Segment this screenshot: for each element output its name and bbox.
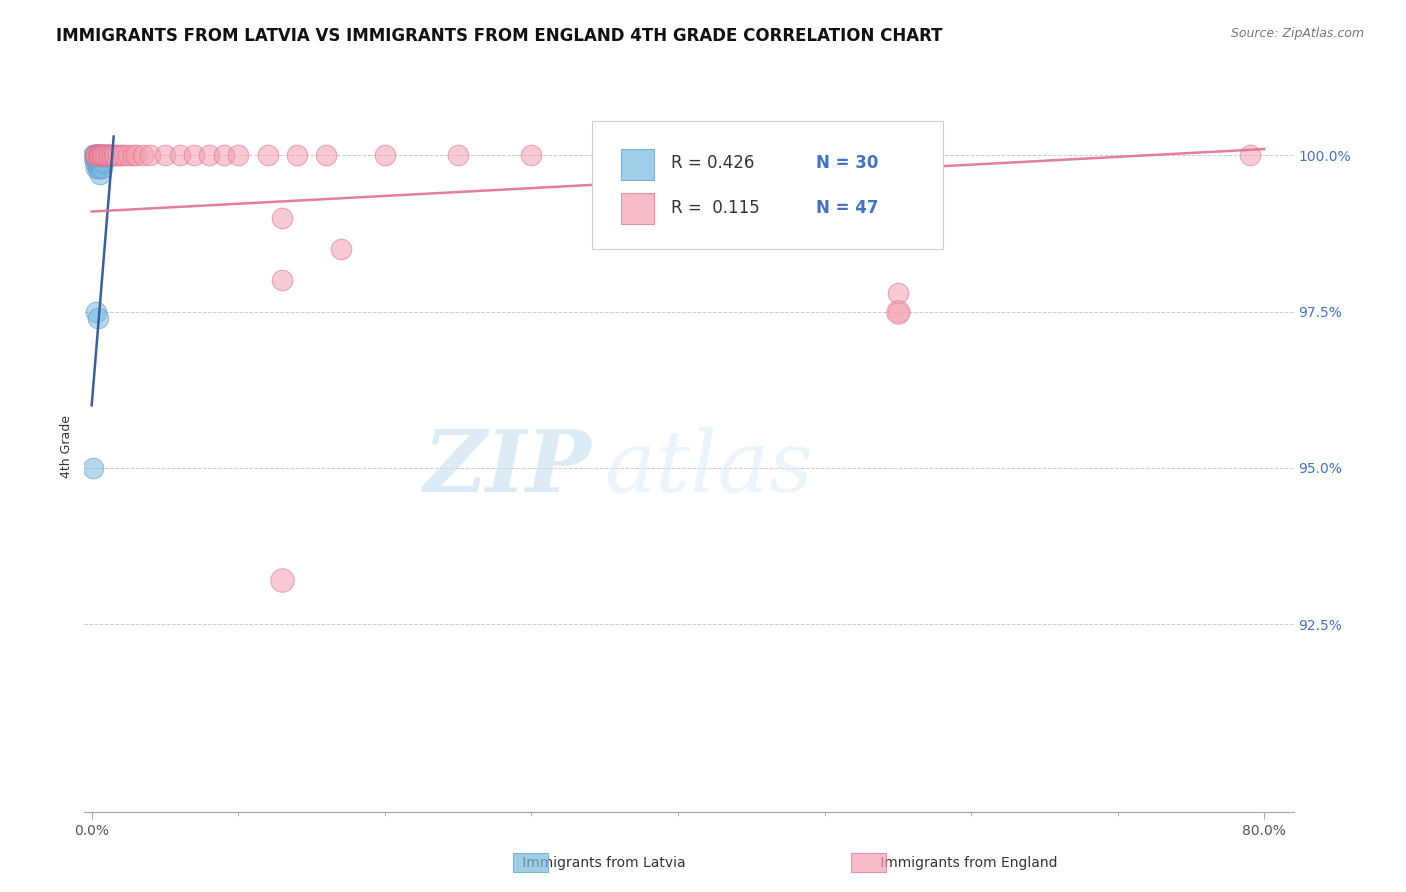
Point [87,148,110,162]
Point [107,148,129,162]
Point [89,148,111,162]
Point [84,154,107,169]
Point [226,148,249,162]
Point [89,148,111,162]
Point [256,148,278,162]
Point [447,148,470,162]
Point [887,285,910,300]
Point [169,148,191,162]
Point [87,161,110,175]
Point [96,148,118,162]
Point [183,148,205,162]
Text: R =  0.115: R = 0.115 [671,199,759,218]
Point [271,574,294,588]
Y-axis label: 4th Grade: 4th Grade [59,415,73,477]
Point [93,154,115,169]
Point [83,154,105,169]
Point [94,148,117,162]
Point [93,148,115,162]
Text: IMMIGRANTS FROM LATVIA VS IMMIGRANTS FROM ENGLAND 4TH GRADE CORRELATION CHART: IMMIGRANTS FROM LATVIA VS IMMIGRANTS FRO… [56,27,943,45]
Point [91,148,114,162]
Point [132,148,155,162]
Point [86,148,108,162]
Point [198,148,221,162]
Point [887,304,910,318]
Point [84,148,107,162]
Point [100,148,122,162]
Point [110,148,132,162]
Point [93,148,115,162]
Point [101,148,124,162]
Point [86,148,108,162]
Text: N = 30: N = 30 [815,154,879,172]
Point [97,148,120,162]
Point [329,242,352,256]
Point [93,148,115,162]
Point [87,154,110,169]
Point [104,148,127,162]
Point [1239,148,1261,162]
Point [84,304,107,318]
Point [94,148,117,162]
Point [83,148,105,162]
Point [520,148,543,162]
Text: N = 47: N = 47 [815,199,879,218]
Point [86,148,108,162]
Text: ZIP: ZIP [425,426,592,509]
Point [83,148,105,162]
Point [100,148,122,162]
Text: Immigrants from England: Immigrants from England [855,855,1057,870]
Point [89,167,111,181]
Point [112,148,135,162]
Point [96,148,118,162]
Point [124,148,146,162]
FancyBboxPatch shape [621,193,654,224]
FancyBboxPatch shape [621,149,654,180]
Point [271,211,294,225]
Text: R = 0.426: R = 0.426 [671,154,754,172]
Point [271,273,294,287]
Point [84,148,107,162]
FancyBboxPatch shape [592,120,943,249]
Point [97,148,120,162]
Point [87,148,110,162]
Point [91,148,114,162]
Text: Source: ZipAtlas.com: Source: ZipAtlas.com [1230,27,1364,40]
Point [89,148,111,162]
Point [83,148,105,162]
Point [84,161,107,175]
Point [887,304,910,318]
Point [139,148,162,162]
Point [89,154,111,169]
Point [117,148,139,162]
Text: atlas: atlas [605,426,814,509]
Point [84,148,107,162]
Point [153,148,176,162]
Point [82,148,104,162]
Point [91,148,114,162]
Point [83,148,105,162]
Point [212,148,235,162]
Point [86,154,108,169]
Point [98,148,121,162]
Point [82,461,104,475]
Point [91,161,114,175]
Point [84,148,107,162]
Point [87,148,110,162]
Point [86,310,108,325]
Point [374,148,396,162]
Point [121,148,143,162]
Point [285,148,308,162]
Point [103,148,125,162]
Text: Immigrants from Latvia: Immigrants from Latvia [496,855,685,870]
Point [315,148,337,162]
Point [86,161,108,175]
Point [98,148,121,162]
